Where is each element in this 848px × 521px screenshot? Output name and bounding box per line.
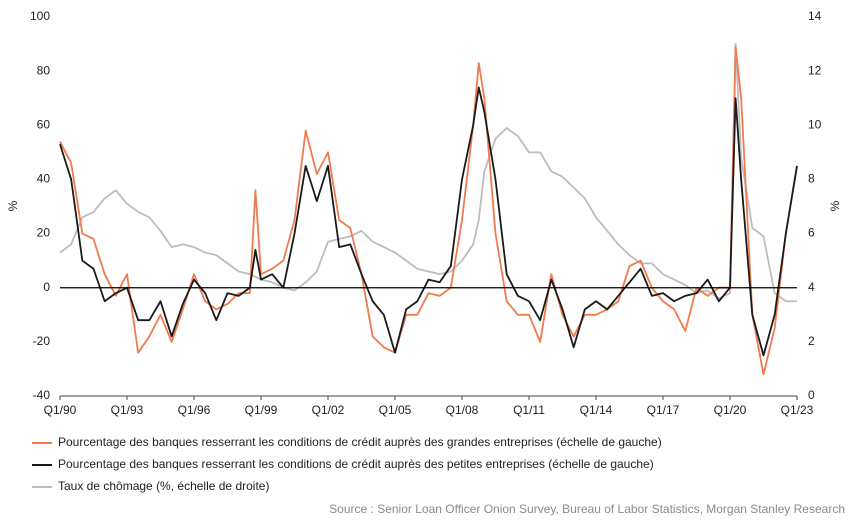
y2-tick-label: 8 bbox=[808, 172, 815, 186]
y2-tick-label: 4 bbox=[808, 280, 815, 294]
y-tick-label: -40 bbox=[33, 388, 51, 402]
legend-label: Taux de chômage (%, échelle de droite) bbox=[58, 479, 269, 493]
y2-tick-label: 10 bbox=[808, 117, 822, 131]
y-tick-label: 60 bbox=[37, 117, 51, 131]
series-line bbox=[59, 45, 798, 376]
x-tick-label: Q1/02 bbox=[312, 403, 345, 417]
x-tick-label: Q1/17 bbox=[647, 403, 680, 417]
y-tick-label: 100 bbox=[30, 9, 50, 23]
legend-label: Pourcentage des banques resserrant les c… bbox=[58, 435, 662, 449]
y2-axis-label: % bbox=[828, 200, 842, 211]
y-tick-label: 40 bbox=[37, 172, 51, 186]
x-tick-label: Q1/23 bbox=[781, 403, 814, 417]
legend-label: Pourcentage des banques resserrant les c… bbox=[58, 457, 654, 471]
y-axis-label: % bbox=[6, 200, 20, 211]
x-tick-label: Q1/96 bbox=[178, 403, 211, 417]
y-tick-label: 80 bbox=[37, 63, 51, 77]
x-tick-label: Q1/08 bbox=[446, 403, 479, 417]
x-tick-label: Q1/11 bbox=[513, 403, 545, 417]
x-tick-label: Q1/93 bbox=[111, 403, 144, 417]
x-tick-label: Q1/20 bbox=[714, 403, 747, 417]
y2-tick-label: 6 bbox=[808, 226, 815, 240]
y-tick-label: 20 bbox=[37, 226, 51, 240]
y2-tick-label: 2 bbox=[808, 334, 815, 348]
series-line bbox=[59, 86, 798, 357]
y-tick-label: -20 bbox=[33, 334, 51, 348]
x-tick-label: Q1/05 bbox=[379, 403, 412, 417]
y2-tick-label: 14 bbox=[808, 9, 822, 23]
x-tick-label: Q1/90 bbox=[44, 403, 77, 417]
x-tick-label: Q1/14 bbox=[580, 403, 613, 417]
source-note: Source : Senior Loan Officer Onion Surve… bbox=[329, 502, 845, 516]
y2-tick-label: 0 bbox=[808, 388, 815, 402]
x-tick-label: Q1/99 bbox=[245, 403, 278, 417]
y-tick-label: 0 bbox=[43, 280, 50, 294]
series-line bbox=[59, 43, 797, 303]
y2-tick-label: 12 bbox=[808, 63, 822, 77]
